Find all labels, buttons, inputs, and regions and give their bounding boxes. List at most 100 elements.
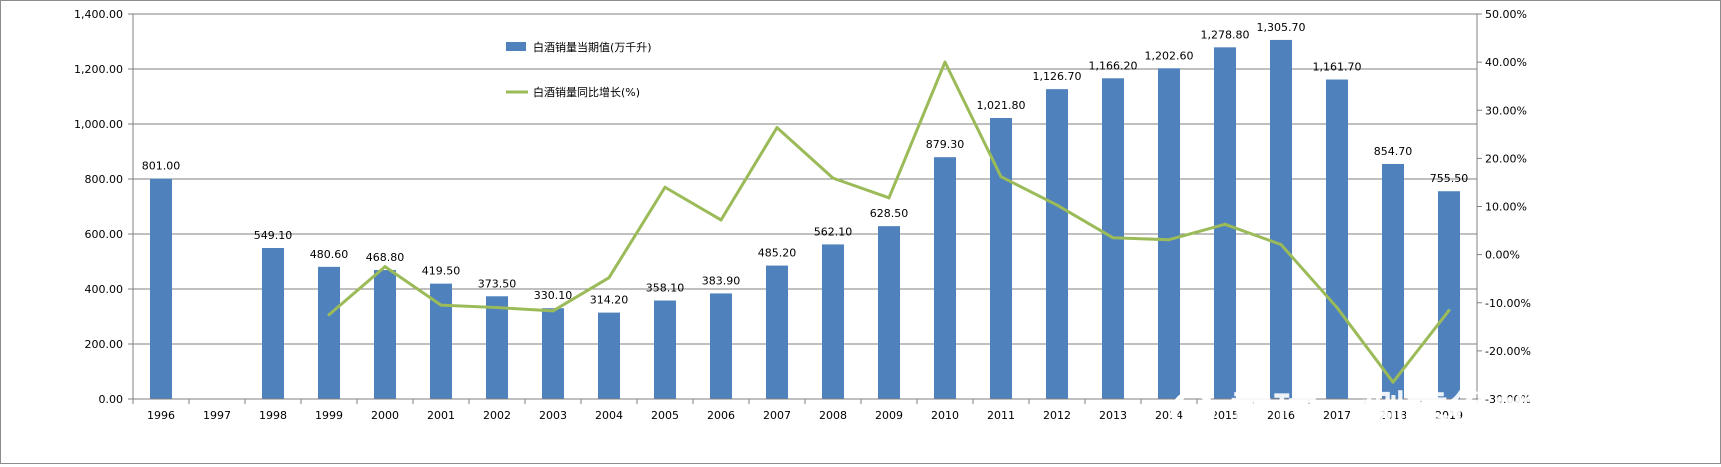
x-tick-label: 2008	[819, 409, 847, 422]
x-tick-label: 1997	[203, 409, 231, 422]
legend-label-bar: 白酒销量当期值(万千升)	[533, 40, 652, 54]
growth-point	[663, 185, 667, 189]
bar	[374, 270, 396, 399]
growth-point	[999, 175, 1003, 179]
x-tick-label: 1996	[147, 409, 175, 422]
bar	[1438, 191, 1460, 399]
growth-point	[943, 60, 947, 64]
bar-data-label: 314.20	[590, 294, 629, 307]
growth-point	[327, 313, 331, 317]
y-right-tick-label: 50.00%	[1485, 8, 1527, 21]
growth-point	[551, 309, 555, 313]
data-labels: 801.00 549.10 480.60 468.80 419.50 373.50 330.…	[142, 21, 1469, 307]
bar-data-label: 1,126.70	[1033, 70, 1082, 83]
x-tick-label: 2000	[371, 409, 399, 422]
x-tick-label: 2001	[427, 409, 455, 422]
growth-point	[775, 126, 779, 130]
x-tick-label: 2003	[539, 409, 567, 422]
x-tick-label: 2007	[763, 409, 791, 422]
x-tick-label: 2005	[651, 409, 679, 422]
x-tick-label: 2018	[1379, 409, 1407, 422]
growth-point	[887, 196, 891, 200]
y-right-tick-label: -20.00%	[1485, 345, 1531, 358]
bar	[1270, 39, 1292, 400]
growth-point	[1335, 306, 1339, 310]
y-left-tick-label: 600.00	[85, 228, 124, 241]
bar-data-label: 879.30	[926, 138, 965, 151]
legend: 白酒销量当期值(万千升) 白酒销量同比增长(%)	[506, 40, 652, 99]
y-right-tick-label: 40.00%	[1485, 56, 1527, 69]
bar	[878, 226, 900, 399]
growth-point	[719, 218, 723, 222]
y-right-tick-label: -10.00%	[1485, 297, 1531, 310]
bar	[934, 157, 956, 399]
bar-data-label: 854.70	[1374, 145, 1413, 158]
bar-data-label: 419.50	[422, 265, 461, 278]
growth-point	[439, 303, 443, 307]
growth-point	[1391, 380, 1395, 384]
bar-data-label: 1,278.80	[1201, 28, 1250, 41]
bar	[990, 118, 1012, 399]
y-left-tick-label: 400.00	[85, 283, 124, 296]
bar	[542, 308, 564, 399]
x-tick-label: 1999	[315, 409, 343, 422]
bar-data-label: 468.80	[366, 251, 405, 264]
y-right-tick-label: 0.00%	[1485, 249, 1520, 262]
bar	[1326, 79, 1348, 399]
x-tick-label: 2006	[707, 409, 735, 422]
bar	[486, 296, 508, 399]
watermark: 雪球：捌零後的青春	[1171, 388, 1625, 439]
bar	[262, 247, 284, 399]
line-series	[327, 60, 1451, 384]
y-right-tick-label: 20.00%	[1485, 152, 1527, 165]
growth-point	[383, 265, 387, 269]
x-tick-label: 2011	[987, 409, 1015, 422]
y-left-tick-label: 200.00	[85, 338, 124, 351]
bar-series	[150, 39, 1460, 400]
x-tick-label: 2009	[875, 409, 903, 422]
bar-data-label: 383.90	[702, 274, 741, 287]
bar	[150, 178, 172, 399]
bar-data-label: 562.10	[814, 225, 853, 238]
bar-data-label: 485.20	[758, 247, 797, 260]
x-tick-label: 2015	[1211, 409, 1239, 422]
growth-point	[1055, 203, 1059, 207]
y-left-tick-label: 800.00	[85, 173, 124, 186]
bar-data-label: 1,305.70	[1257, 21, 1306, 34]
y-right-tick-label: 10.00%	[1485, 201, 1527, 214]
growth-point	[1167, 238, 1171, 242]
bar-data-label: 1,161.70	[1313, 61, 1362, 74]
growth-point	[1223, 222, 1227, 226]
bar-data-label: 330.10	[534, 289, 573, 302]
bar	[654, 300, 676, 399]
y-left-tick-label: 1,200.00	[74, 63, 123, 76]
growth-point	[1279, 243, 1283, 247]
bar-data-label: 358.10	[646, 282, 685, 295]
y-right-tick-label: -30.00%	[1485, 393, 1531, 406]
bar-data-label: 1,021.80	[977, 99, 1026, 112]
snowball-logo-icon	[1171, 390, 1215, 434]
bar	[318, 266, 340, 399]
bar	[430, 283, 452, 399]
x-tick-label: 2010	[931, 409, 959, 422]
legend-label-line: 白酒销量同比增长(%)	[533, 85, 640, 99]
bar	[822, 244, 844, 399]
growth-point	[1447, 308, 1451, 312]
bar-data-label: 801.00	[142, 160, 181, 173]
x-tick-label: 2004	[595, 409, 623, 422]
growth-point	[831, 176, 835, 180]
growth-point	[607, 276, 611, 280]
x-tick-label: 2013	[1099, 409, 1127, 422]
y-left-tick-label: 1,000.00	[74, 118, 123, 131]
bar	[598, 312, 620, 399]
x-tick-label: 2002	[483, 409, 511, 422]
bar-data-label: 1,166.20	[1089, 59, 1138, 72]
bar-data-label: 755.50	[1430, 172, 1469, 185]
growth-point	[1111, 236, 1115, 240]
bar	[1158, 68, 1180, 399]
x-tick-label: 1998	[259, 409, 287, 422]
bar	[1382, 163, 1404, 399]
bar-data-label: 480.60	[310, 248, 349, 261]
